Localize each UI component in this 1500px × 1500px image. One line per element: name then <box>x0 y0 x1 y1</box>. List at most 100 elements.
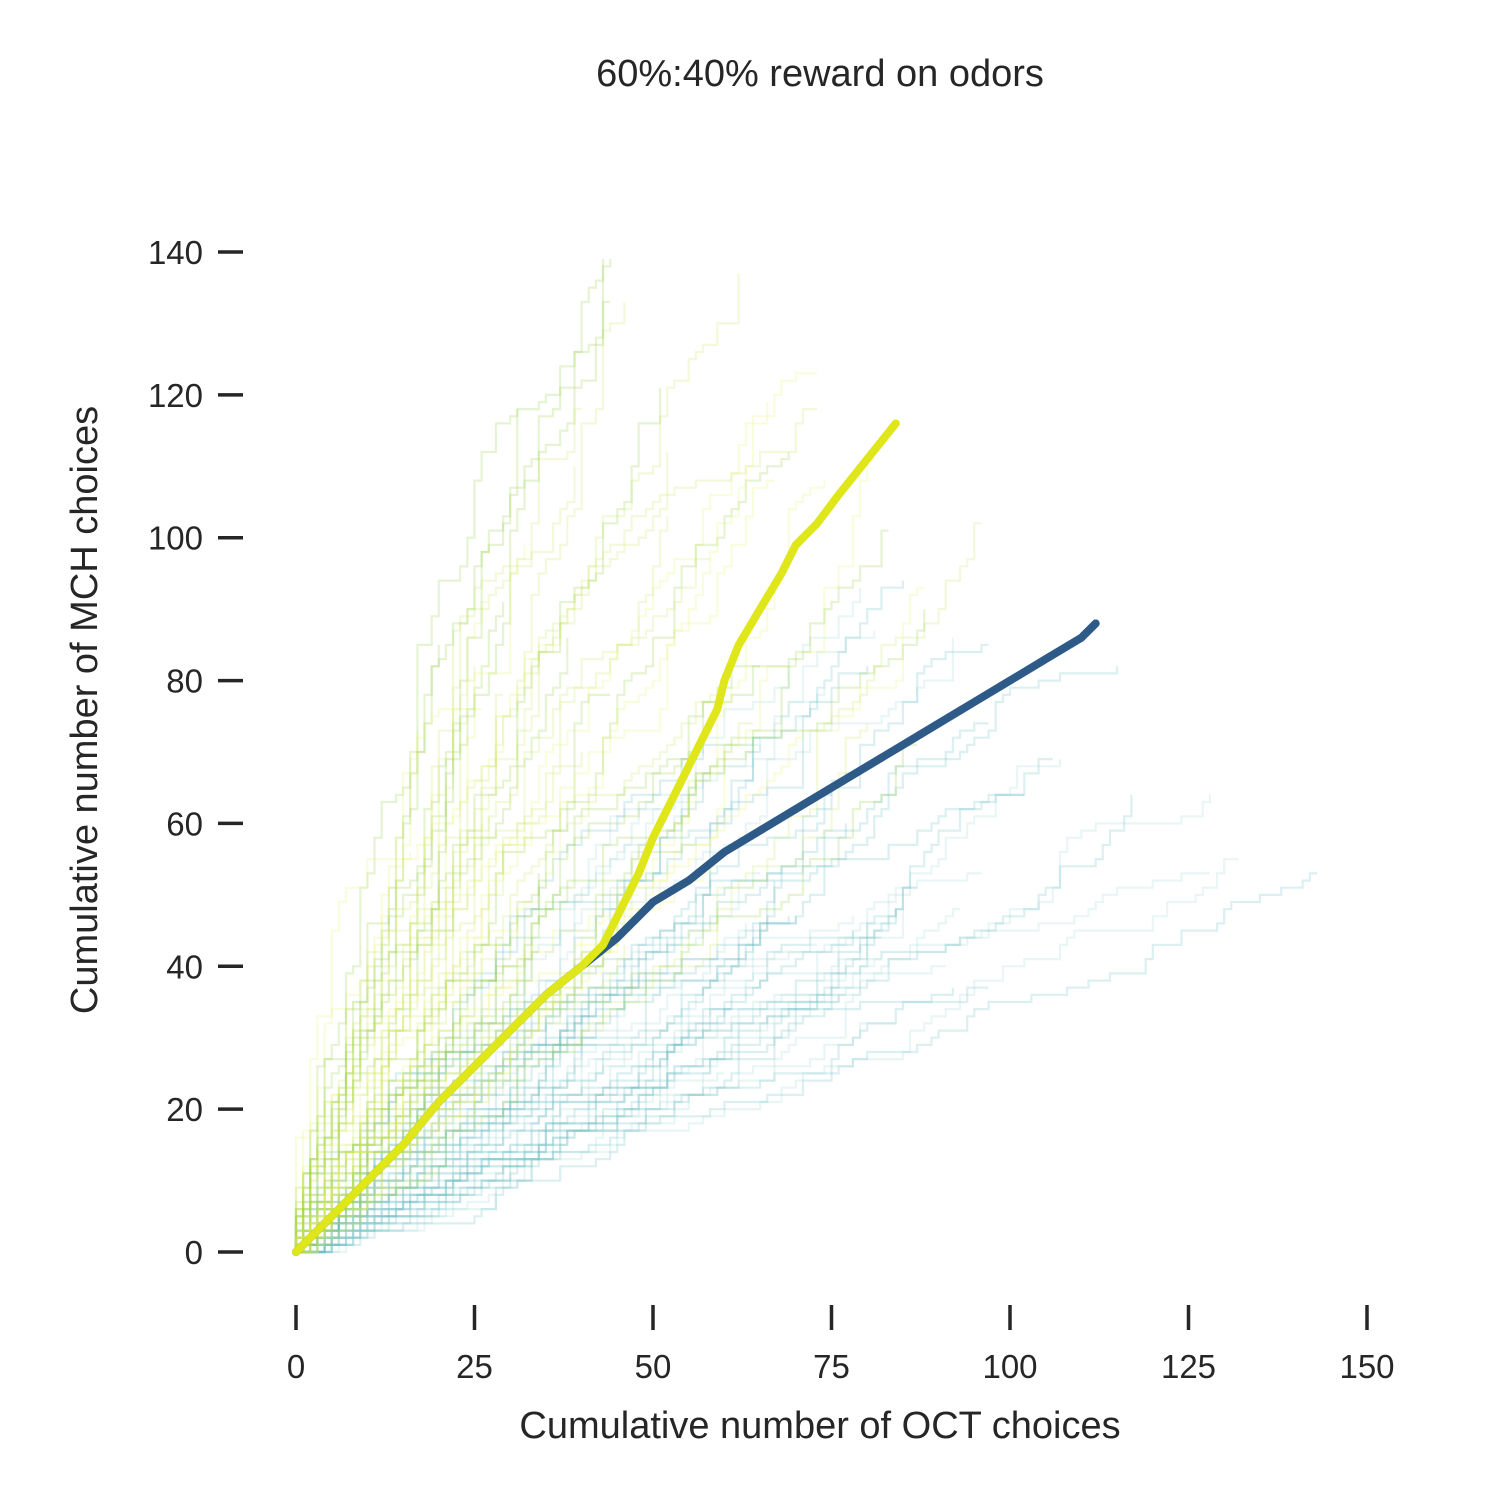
trial-trace-82 <box>294 452 669 1252</box>
trial-trace-67 <box>294 558 711 1252</box>
trial-trace-93 <box>296 944 626 1254</box>
trial-trace-108 <box>294 259 605 1252</box>
trial-trace-74 <box>294 372 818 1252</box>
trial-trace-35 <box>296 744 762 1254</box>
mean-lines <box>292 419 1100 1256</box>
trial-trace-62 <box>294 529 889 1252</box>
trial-trace-45 <box>296 736 761 1254</box>
trial-trace-79 <box>294 300 611 1252</box>
trial-trace-65 <box>296 865 718 1254</box>
x-axis-title: Cumulative number of OCT choices <box>519 1405 1120 1447</box>
x-tick-label-100: 100 <box>982 1348 1037 1385</box>
trial-trace-94 <box>294 693 718 1252</box>
trial-trace-0 <box>296 923 747 1254</box>
y-tick-label-140: 140 <box>148 234 203 271</box>
trial-trace-7 <box>296 930 854 1254</box>
trial-trace-38 <box>296 986 989 1254</box>
trial-trace-77 <box>294 522 982 1252</box>
trial-trace-73 <box>294 666 476 1252</box>
series-line-1 <box>292 419 900 1256</box>
trial-trace-20 <box>296 858 1239 1254</box>
trial-trace-83 <box>294 609 926 1252</box>
trial-trace-100 <box>294 408 582 1252</box>
trial-trace-98 <box>294 665 761 1252</box>
x-tick-label-25: 25 <box>456 1348 493 1385</box>
trial-trace-3 <box>296 630 876 1254</box>
trial-trace-97 <box>294 544 526 1252</box>
x-tick-label-150: 150 <box>1339 1348 1394 1385</box>
trial-trace-88 <box>296 693 504 1254</box>
trial-trace-109 <box>294 402 769 1252</box>
trial-trace-75 <box>296 516 669 1254</box>
trial-trace-27 <box>296 994 840 1254</box>
trial-trace-40 <box>294 794 1133 1252</box>
trial-trace-49 <box>294 1087 655 1252</box>
trial-trace-81 <box>294 259 612 1252</box>
trial-trace-13 <box>296 1008 589 1254</box>
trial-trace-55 <box>296 273 740 1254</box>
trial-trace-105 <box>294 830 533 1252</box>
trial-trace-89 <box>294 873 540 1252</box>
y-tick-label-0: 0 <box>185 1234 203 1271</box>
trial-trace-16 <box>294 872 982 1252</box>
trial-trace-51 <box>296 580 904 1254</box>
trial-trace-59 <box>294 644 440 1252</box>
trial-trace-104 <box>294 408 818 1252</box>
trial-trace-91 <box>294 816 490 1252</box>
trial-trace-44 <box>294 643 989 1252</box>
trial-trace-17 <box>296 908 960 1254</box>
y-tick-label-80: 80 <box>166 663 203 700</box>
trial-trace-61 <box>296 708 482 1254</box>
trial-trace-53 <box>294 943 818 1252</box>
trial-trace-47 <box>296 993 846 1254</box>
trial-trace-92 <box>296 936 504 1254</box>
trial-trace-26 <box>294 936 668 1252</box>
trial-trace-15 <box>294 886 918 1252</box>
trial-trace-69 <box>296 823 483 1254</box>
trial-trace-8 <box>296 936 882 1254</box>
x-tick-label-50: 50 <box>635 1348 672 1385</box>
trial-trace-34 <box>296 987 954 1254</box>
y-axis-title: Cumulative number of MCH choices <box>64 406 106 1014</box>
trial-trace-72 <box>294 730 419 1252</box>
trial-trace-37 <box>294 823 847 1252</box>
trial-trace-22 <box>296 793 1025 1254</box>
trial-trace-21 <box>294 758 1053 1252</box>
trial-trace-106 <box>294 409 519 1252</box>
x-tick-label-75: 75 <box>813 1348 850 1385</box>
trial-trace-78 <box>294 858 661 1252</box>
trial-trace-54 <box>296 1022 896 1254</box>
trial-trace-63 <box>294 616 569 1252</box>
trial-trace-18 <box>296 965 946 1254</box>
trial-trace-86 <box>294 387 662 1252</box>
chart-title: 60%:40% reward on odors <box>596 53 1044 95</box>
trial-trace-6 <box>296 1072 725 1254</box>
y-tick-label-60: 60 <box>166 805 203 842</box>
trial-trace-19 <box>296 872 1210 1254</box>
trial-trace-14 <box>294 972 646 1252</box>
trial-trace-56 <box>296 458 875 1254</box>
trial-trace-76 <box>296 480 826 1254</box>
trial-trace-102 <box>296 743 918 1254</box>
individual-trial-traces <box>294 259 1317 1254</box>
trial-trace-2 <box>296 759 1062 1254</box>
y-axis: 0 20 40 60 80 100 120 140 <box>148 234 243 1271</box>
x-tick-label-125: 125 <box>1161 1348 1216 1385</box>
y-tick-label-100: 100 <box>148 520 203 557</box>
trial-trace-50 <box>296 808 661 1254</box>
x-tick-label-0: 0 <box>287 1348 305 1385</box>
trial-trace-71 <box>294 602 505 1252</box>
trial-trace-11 <box>296 958 625 1254</box>
y-tick-label-120: 120 <box>148 377 203 414</box>
trial-trace-41 <box>296 916 790 1254</box>
trial-trace-4 <box>296 909 897 1254</box>
y-tick-label-40: 40 <box>166 948 203 985</box>
trial-trace-31 <box>296 1008 732 1254</box>
y-tick-label-20: 20 <box>166 1091 203 1128</box>
trial-trace-24 <box>296 794 1211 1254</box>
trial-trace-12 <box>296 1043 596 1254</box>
trial-trace-30 <box>296 772 711 1254</box>
trial-trace-42 <box>296 1036 596 1254</box>
trial-trace-48 <box>296 666 1119 1254</box>
